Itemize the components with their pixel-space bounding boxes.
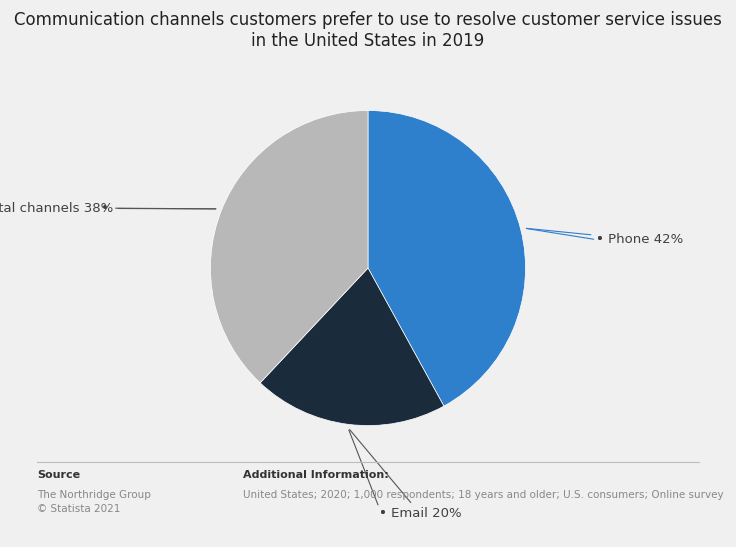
Text: The Northridge Group
© Statista 2021: The Northridge Group © Statista 2021 bbox=[37, 490, 151, 514]
Wedge shape bbox=[260, 268, 444, 426]
Text: Source: Source bbox=[37, 470, 80, 480]
Text: • Email 20%: • Email 20% bbox=[350, 429, 461, 521]
Wedge shape bbox=[368, 110, 526, 406]
Text: Additional Information:: Additional Information: bbox=[243, 470, 389, 480]
Wedge shape bbox=[210, 110, 368, 383]
Title: Communication channels customers prefer to use to resolve customer service issue: Communication channels customers prefer … bbox=[14, 11, 722, 50]
Text: United States; 2020; 1,000 respondents; 18 years and older; U.S. consumers; Onli: United States; 2020; 1,000 respondents; … bbox=[243, 490, 723, 499]
Text: • Digital channels 38%: • Digital channels 38% bbox=[0, 202, 216, 214]
Text: •: • bbox=[101, 202, 113, 214]
Text: •: • bbox=[379, 508, 391, 521]
Text: •: • bbox=[596, 233, 609, 246]
Text: • Phone 42%: • Phone 42% bbox=[526, 228, 684, 246]
